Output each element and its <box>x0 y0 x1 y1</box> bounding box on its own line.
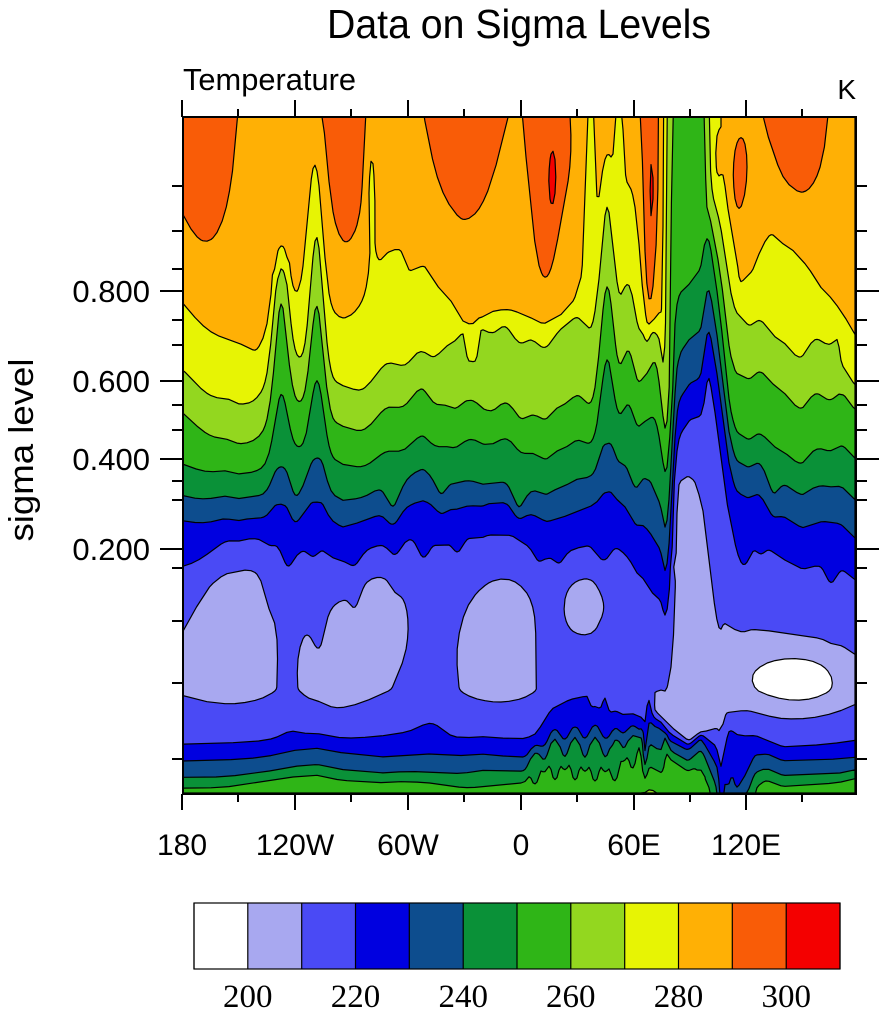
svg-text:120W: 120W <box>256 829 335 862</box>
svg-text:0.200: 0.200 <box>72 532 150 567</box>
svg-text:260: 260 <box>546 979 596 1015</box>
svg-text:K: K <box>837 74 856 105</box>
svg-text:0.400: 0.400 <box>72 442 150 477</box>
svg-text:60E: 60E <box>607 829 660 862</box>
svg-text:220: 220 <box>331 979 381 1015</box>
svg-text:60W: 60W <box>377 829 439 862</box>
svg-text:Data on Sigma Levels: Data on Sigma Levels <box>327 1 711 47</box>
svg-text:120E: 120E <box>711 829 781 862</box>
svg-text:0.800: 0.800 <box>72 274 150 309</box>
svg-text:200: 200 <box>223 979 273 1015</box>
svg-text:240: 240 <box>438 979 488 1015</box>
svg-text:Temperature: Temperature <box>183 62 356 97</box>
svg-text:180: 180 <box>157 829 207 862</box>
svg-text:sigma level: sigma level <box>3 359 41 542</box>
svg-text:280: 280 <box>654 979 704 1015</box>
svg-text:0: 0 <box>513 829 530 862</box>
svg-text:0.600: 0.600 <box>72 364 150 399</box>
svg-text:300: 300 <box>761 979 811 1015</box>
